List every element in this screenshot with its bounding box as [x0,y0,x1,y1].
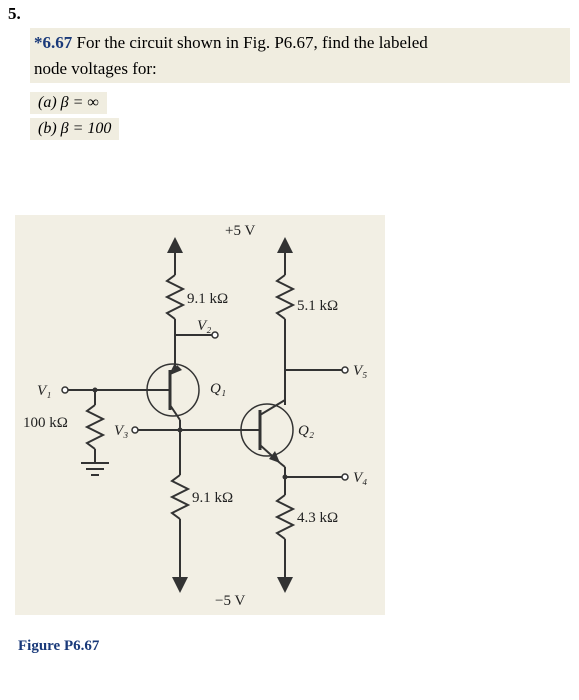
sub-item-b: (b) β = 100 [30,118,119,140]
circuit-figure: +5 V 9.1 kΩ 5.1 kΩ V₂ V₅ [15,215,385,635]
node-v1 [62,387,68,393]
figure-caption: Figure P6.67 [18,638,99,655]
label-q2: Q₂ [298,423,314,439]
label-bottom-supply: −5 V [215,593,245,609]
outer-problem-number: 5. [8,4,21,24]
label-v2: V₂ [197,318,211,334]
label-v5: V₅ [353,363,367,379]
figure-bg [15,215,385,615]
node-v2 [212,332,218,338]
label-v4: V₄ [353,470,367,486]
problem-text-line1: For the circuit shown in Fig. P6.67, fin… [77,33,428,52]
label-top-supply: +5 V [225,223,255,239]
label-r-bottom-right: 4.3 kΩ [297,510,338,526]
problem-statement: *6.67 For the circuit shown in Fig. P6.6… [30,28,570,83]
node-v3 [132,427,138,433]
node-v4 [342,474,348,480]
problem-text-line2: node voltages for: [34,59,157,78]
label-v1: V₁ [37,383,51,399]
problem-ref-number: *6.67 [34,33,72,52]
node-v5 [342,367,348,373]
label-v3: V₃ [114,423,128,439]
label-r-bottom-mid: 9.1 kΩ [192,490,233,506]
label-r-top-right: 5.1 kΩ [297,298,338,314]
sub-item-a: (a) β = ∞ [30,92,107,114]
label-r-left: 100 kΩ [23,415,68,431]
label-r-top-left: 9.1 kΩ [187,291,228,307]
label-q1: Q₁ [210,381,226,397]
circuit-svg: +5 V 9.1 kΩ 5.1 kΩ V₂ V₅ [15,215,385,615]
